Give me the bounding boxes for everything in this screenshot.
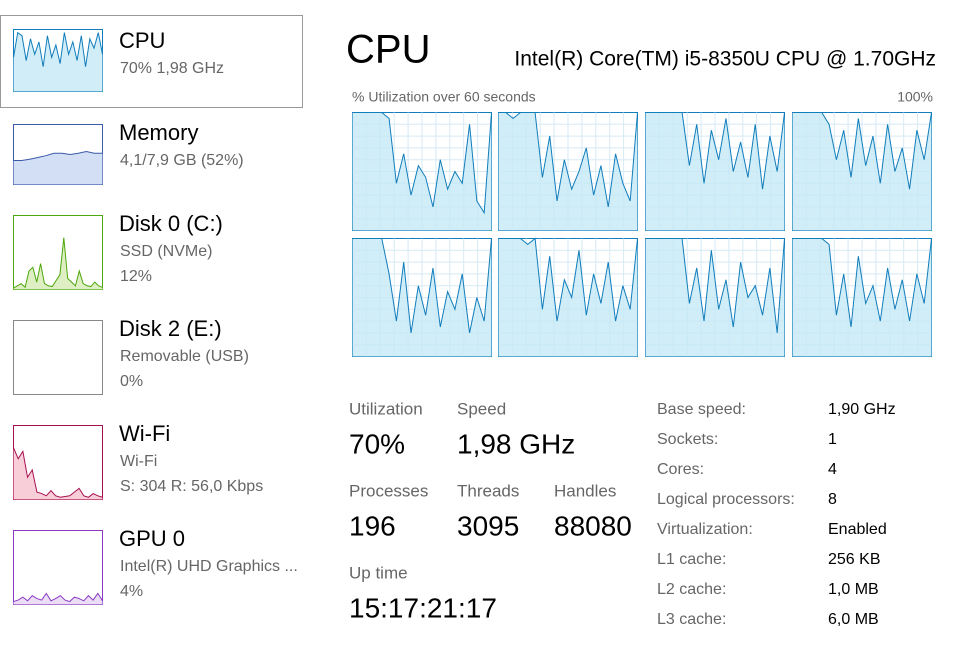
graph-area xyxy=(792,112,932,231)
graph-line xyxy=(792,112,932,190)
spec-label: L2 cache: xyxy=(657,581,726,598)
graph-line xyxy=(792,238,932,328)
stat-value: 15:17:21:17 xyxy=(349,592,497,623)
page-title: CPU xyxy=(346,28,430,72)
spec-value: 1,0 MB xyxy=(828,581,879,598)
graph-line xyxy=(352,238,492,334)
stat-label: Speed xyxy=(457,399,506,418)
stat-value: 1,98 GHz xyxy=(457,428,575,459)
spec-value: 8 xyxy=(828,491,837,508)
sidebar-title: Memory xyxy=(119,120,198,145)
spec-label: Base speed: xyxy=(657,401,746,418)
graph-area xyxy=(498,238,638,357)
graph-area xyxy=(13,237,103,290)
spec-label: Virtualization: xyxy=(657,521,753,538)
stat-label: Processes xyxy=(349,481,428,500)
graph-area xyxy=(352,238,492,357)
sidebar-detail: SSD (NVMe) xyxy=(120,243,212,260)
graph-area xyxy=(792,238,932,357)
graph-max: 100% xyxy=(897,89,933,105)
spec-value: 256 KB xyxy=(828,551,880,568)
spec-value: 6,0 MB xyxy=(828,611,879,628)
sidebar-detail: S: 304 R: 56,0 Kbps xyxy=(120,478,263,495)
graph-area xyxy=(13,151,103,185)
graph-frame xyxy=(13,320,103,395)
sidebar-detail: Intel(R) UHD Graphics ... xyxy=(120,558,298,575)
stat-label: Utilization xyxy=(349,399,423,418)
graph-line xyxy=(13,237,103,289)
stat-label: Threads xyxy=(457,481,519,500)
graph-area xyxy=(498,112,638,231)
spec-label: Sockets: xyxy=(657,431,718,448)
graph-label: % Utilization over 60 seconds xyxy=(352,89,536,105)
stat-value: 3095 xyxy=(457,510,519,541)
spec-label: L1 cache: xyxy=(657,551,726,568)
graph-line xyxy=(645,112,785,190)
sidebar-detail: 0% xyxy=(120,373,143,390)
graph-line xyxy=(645,238,785,333)
graph-area xyxy=(13,32,103,92)
stat-label: Handles xyxy=(554,481,616,500)
sidebar-detail: 12% xyxy=(120,268,152,285)
graph-line xyxy=(352,112,492,215)
graph-line xyxy=(13,150,103,161)
graph-frame xyxy=(13,530,103,605)
graph-area xyxy=(13,593,103,605)
sidebar-detail: Wi-Fi xyxy=(120,453,157,470)
graph-line xyxy=(498,112,638,207)
graph-line xyxy=(13,447,103,498)
graph-line xyxy=(13,31,103,67)
spec-value: 4 xyxy=(828,461,837,478)
graph-area xyxy=(645,238,785,357)
spec-value: Enabled xyxy=(828,521,887,538)
sidebar-detail: 4,1/7,9 GB (52%) xyxy=(120,152,244,169)
sidebar-title: Wi-Fi xyxy=(119,421,170,446)
sidebar-title: GPU 0 xyxy=(119,526,185,551)
spec-label: Logical processors: xyxy=(657,491,795,508)
stat-value: 88080 xyxy=(554,510,632,541)
sidebar-detail: 70% 1,98 GHz xyxy=(120,60,224,77)
sidebar-title: Disk 0 (C:) xyxy=(119,211,223,236)
stat-label: Up time xyxy=(349,563,408,582)
sidebar-title: Disk 2 (E:) xyxy=(119,316,222,341)
stat-value: 70% xyxy=(349,428,405,459)
spec-value: 1,90 GHz xyxy=(828,401,896,418)
spec-label: Cores: xyxy=(657,461,704,478)
sidebar-title: CPU xyxy=(119,28,165,53)
stat-value: 196 xyxy=(349,510,396,541)
graph-line xyxy=(498,237,638,322)
graph-area xyxy=(645,112,785,231)
graph-line xyxy=(13,592,103,603)
sidebar-detail: Removable (USB) xyxy=(120,348,249,365)
cpu-model: Intel(R) Core(TM) i5-8350U CPU @ 1.70GHz xyxy=(514,48,936,71)
spec-label: L3 cache: xyxy=(657,611,726,628)
sidebar-detail: 4% xyxy=(120,583,143,600)
spec-value: 1 xyxy=(828,431,837,448)
